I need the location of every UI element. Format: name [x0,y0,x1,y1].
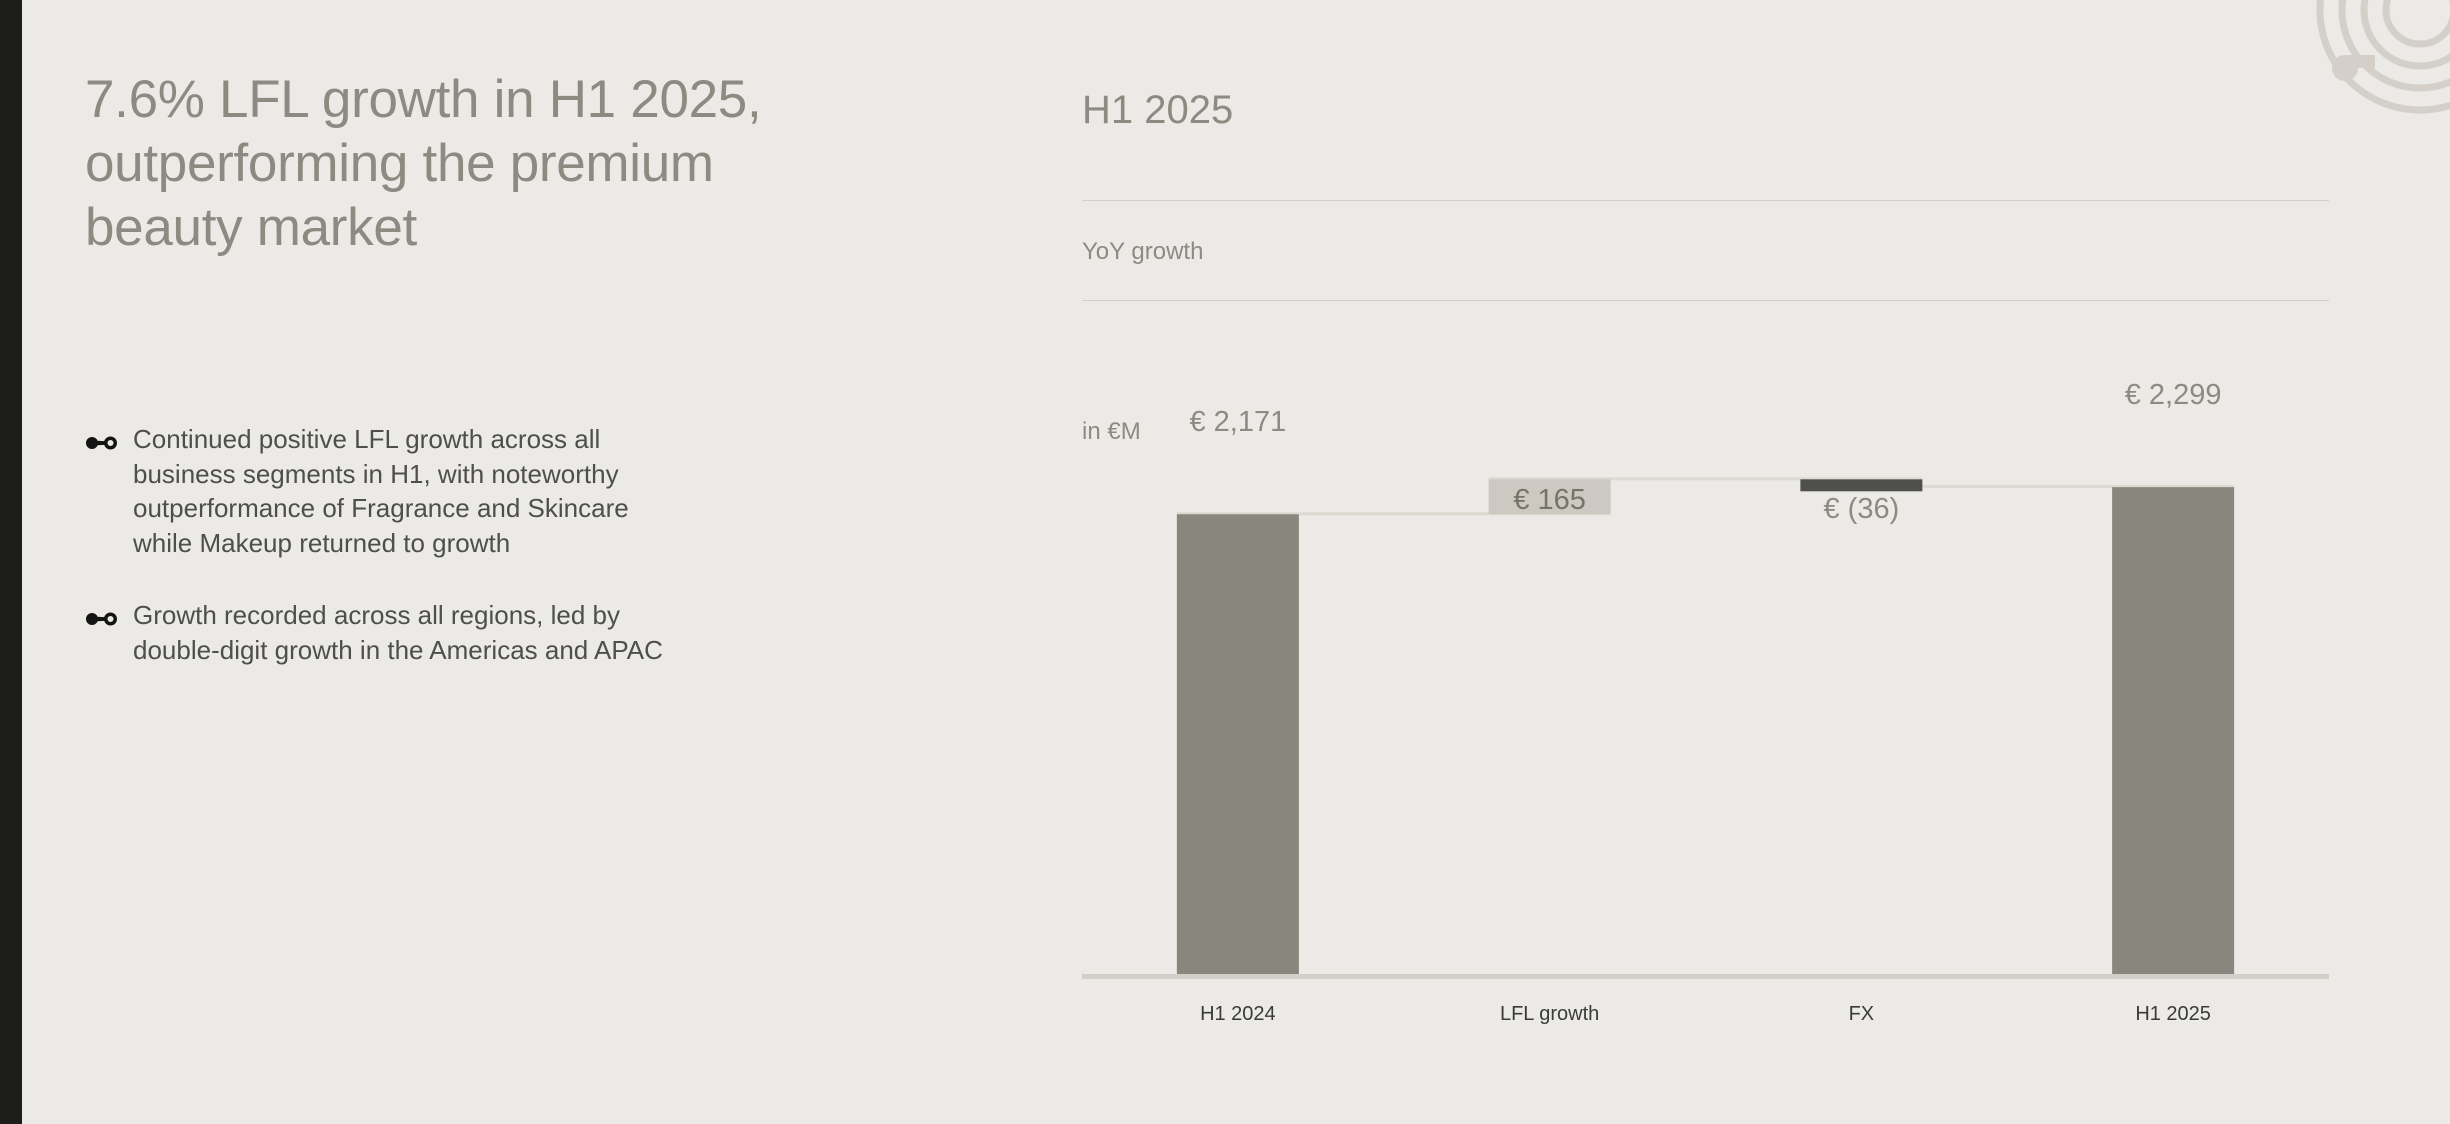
list-item: Growth recorded across all regions, led … [85,598,905,667]
bar-value-label: € 2,299 [2124,379,2222,412]
chart-bar [2112,487,2235,974]
chart-unit-label: in €M [1082,418,1141,445]
list-item: Continued positive LFL growth across all… [85,422,905,560]
x-axis-tick-label: FX [1848,1003,1875,1025]
list-item-text: Continued positive LFL growth across all… [133,424,629,558]
bar-value-label: € 165 [1513,484,1586,517]
left-edge-strip [0,0,22,1124]
panel-title: H1 2025 [1082,88,1234,132]
chart-bar [1800,479,1923,492]
x-axis-tick-label: H1 2025 [2135,1003,2211,1025]
bar-value-label: € (36) [1823,492,1900,525]
pin-bullet-icon [85,604,119,634]
x-axis-tick-label: H1 2024 [1200,1003,1276,1025]
bullet-list: Continued positive LFL growth across all… [85,422,905,705]
waterfall-chart: € 2,171 H1 2024 € 165 LFL growth € (36) FX € 2… [1080,330,2330,1050]
chart-bar [1488,479,1611,515]
divider-top [1082,200,2329,201]
page-title: 7.6% LFL growth in H1 2025, outperformin… [85,70,762,257]
pin-bullet-icon [85,428,119,458]
list-item-text: Growth recorded across all regions, led … [133,600,663,665]
chart-bar [1176,514,1299,974]
bar-value-label: € 2,171 [1189,406,1287,439]
divider-bottom [1082,300,2329,301]
left-content-column: 7.6% LFL growth in H1 2025, outperformin… [85,68,985,260]
x-axis-tick-label: LFL growth [1499,1003,1600,1025]
yoy-growth-label: YoY growth [1082,238,1204,265]
right-content-column: H1 2025 YoY growth 7.6% (1.7%) 5.9% in €… [1080,0,2330,1124]
